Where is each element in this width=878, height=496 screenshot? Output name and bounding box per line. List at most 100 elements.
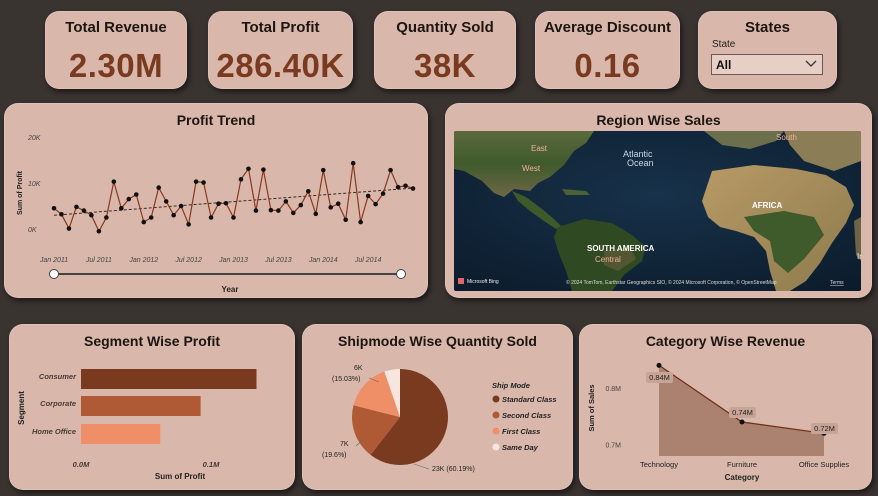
- panel-title: Region Wise Sales: [596, 112, 721, 128]
- satellite-map-image: East West Atlantic Ocean South AFRICA SO…: [454, 131, 861, 291]
- map-attribution: © 2024 TomTom, Earthstar Geographics SIO…: [566, 279, 777, 286]
- kpi-average-discount: Average Discount 0.16: [535, 11, 680, 89]
- kpi-title: Average Discount: [544, 19, 671, 36]
- x-tick-label: Technology: [640, 460, 678, 469]
- category-revenue-chart: 0.84M 0.74M 0.72M 0.8M 0.7M Technology Furnitu…: [587, 362, 850, 482]
- legend-item: Standard Class: [502, 395, 557, 404]
- data-point: [246, 166, 251, 172]
- map-label-atlantic: Atlantic: [623, 149, 653, 159]
- legend-marker: [492, 411, 500, 419]
- range-slider-end-handle[interactable]: [396, 269, 406, 279]
- data-point: [328, 205, 334, 210]
- data-point: [156, 185, 162, 190]
- data-point: [343, 217, 348, 223]
- x-axis-title: Year: [222, 285, 239, 294]
- leader-line: [413, 463, 430, 470]
- region-map[interactable]: East West Atlantic Ocean South AFRICA SO…: [454, 131, 861, 291]
- data-label: 0.74M: [732, 408, 753, 417]
- data-point: [268, 207, 274, 213]
- data-point: [111, 179, 117, 184]
- data-point: [305, 188, 311, 194]
- legend-marker: [492, 427, 500, 435]
- range-slider-start-handle[interactable]: [49, 269, 59, 279]
- data-point: [104, 215, 109, 220]
- data-point: [276, 208, 281, 213]
- data-label: 0.84M: [649, 373, 670, 382]
- legend-title: Ship Mode: [492, 381, 530, 390]
- y-axis-title: Segment: [17, 391, 26, 425]
- data-label-bg: [729, 407, 756, 418]
- category-label: Home Office: [32, 427, 76, 436]
- panel-title: Shipmode Wise Quantity Sold: [337, 333, 537, 349]
- slice-label: 6K: [354, 365, 363, 372]
- data-point: [74, 204, 79, 210]
- x-axis-title: Category: [725, 473, 760, 482]
- bar: [81, 396, 201, 416]
- map-label-africa: AFRICA: [752, 201, 782, 210]
- legend-marker: [492, 443, 500, 451]
- x-tick-label: Office Supplies: [799, 460, 850, 469]
- data-point: [261, 167, 266, 172]
- data-point: [186, 222, 191, 227]
- state-dropdown[interactable]: All: [711, 54, 823, 75]
- data-point: [656, 362, 662, 368]
- kpi-value: 2.30M: [68, 47, 164, 84]
- data-point: [126, 196, 132, 202]
- kpi-quantity-sold: Quantity Sold 38K: [374, 11, 516, 89]
- category-revenue-panel: Category Wise Revenue 0.84M 0.74M 0.72M 0.8…: [579, 324, 872, 490]
- map-label-south-america: SOUTH AMERICA: [587, 244, 654, 253]
- data-point: [238, 177, 244, 182]
- x-tick-label: Jan 2014: [308, 257, 338, 264]
- data-point: [201, 180, 206, 185]
- slice-label: 7K: [340, 441, 349, 448]
- data-label-bg: [811, 423, 838, 434]
- slicer-label: State: [712, 39, 736, 50]
- state-dropdown-value: All: [716, 58, 732, 72]
- category-label: Corporate: [40, 399, 76, 408]
- leader-line: [368, 377, 380, 383]
- kpi-total-profit: Total Profit 286.40K: [208, 11, 353, 89]
- data-point: [283, 199, 289, 204]
- map-label-edge: In: [857, 252, 861, 261]
- kpi-total-revenue: Total Revenue 2.30M: [45, 11, 187, 89]
- map-label-west: West: [522, 164, 541, 173]
- data-point: [373, 201, 378, 207]
- data-label: 0.72M: [814, 424, 835, 433]
- y-tick-label: 0.8M: [605, 386, 621, 393]
- data-point: [403, 183, 408, 189]
- x-tick-label: Jan 2013: [218, 257, 248, 264]
- data-point: [51, 206, 57, 211]
- x-tick-label: Jan 2011: [39, 257, 68, 264]
- data-point: [223, 200, 229, 206]
- data-label-bg: [646, 372, 673, 383]
- kpi-title: Quantity Sold: [396, 19, 494, 36]
- y-tick-label: 10K: [28, 181, 41, 188]
- y-tick-label: 20K: [27, 135, 41, 142]
- data-point: [380, 191, 386, 196]
- shipmode-pie-chart: 23K (60.19%) 7K (19.6%) 6K (15.03%) Ship Mode…: [322, 365, 557, 473]
- x-tick-label: 0.0M: [73, 460, 90, 469]
- kpi-title: Total Revenue: [65, 19, 167, 36]
- panel-title: Segment Wise Profit: [83, 333, 220, 349]
- panel-title: Profit Trend: [176, 112, 256, 128]
- x-tick-label: Jan 2012: [128, 257, 158, 264]
- region-map-panel: Region Wise Sales: [445, 103, 872, 298]
- bing-icon: [458, 278, 464, 284]
- data-point: [335, 201, 341, 206]
- data-point: [81, 208, 87, 213]
- profit-trend-panel: Profit Trend 20K 10K 0K Sum of Profit Jan 20…: [4, 103, 428, 298]
- data-point: [133, 192, 139, 197]
- data-point: [163, 199, 169, 204]
- y-axis-title: Sum of Profit: [17, 170, 24, 215]
- slice-label: (19.6%): [322, 452, 347, 459]
- area-fill: [659, 365, 824, 456]
- legend-marker: [492, 395, 500, 403]
- data-point: [178, 203, 184, 209]
- x-tick-label: Furniture: [727, 460, 757, 469]
- x-axis-title: Sum of Profit: [155, 472, 206, 481]
- category-label: Consumer: [39, 372, 77, 381]
- map-label-central: Central: [595, 255, 621, 264]
- x-tick-label: Jul 2012: [174, 257, 202, 264]
- map-terms-link[interactable]: Terms: [830, 280, 844, 286]
- profit-trend-chart: 20K 10K 0K Sum of Profit Jan 2011 Jul 2011 Jan…: [17, 135, 416, 294]
